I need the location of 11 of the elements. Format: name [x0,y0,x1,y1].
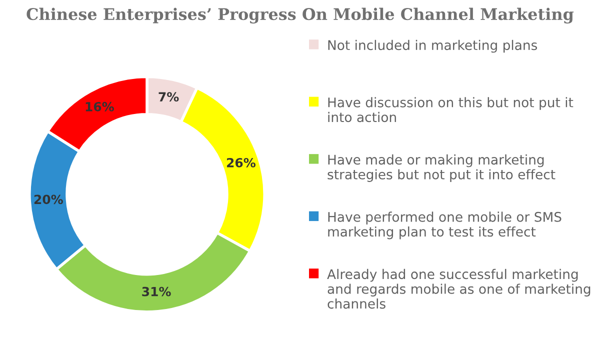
legend-label: Already had one successful marketing and regards mobile as one of marketing channels [327,268,590,309]
chart-title: Chinese Enterprises’ Progress On Mobile Channel Marketing [26,8,574,24]
legend-label: Have made or making marketing strategies but not put it into effect [328,154,556,182]
legend-label: Have discussion on this but not put it into action [328,97,574,122]
legend-label: Have performed one mobile or SMS marketing plan to test its effect [328,212,562,240]
data-label: 20% [34,194,63,204]
legend-label: Not included in marketing plans [328,40,538,53]
data-label: 31% [142,286,171,296]
data-label: 16% [86,102,114,112]
data-label: 7% [158,92,179,102]
data-label: 26% [226,158,256,168]
